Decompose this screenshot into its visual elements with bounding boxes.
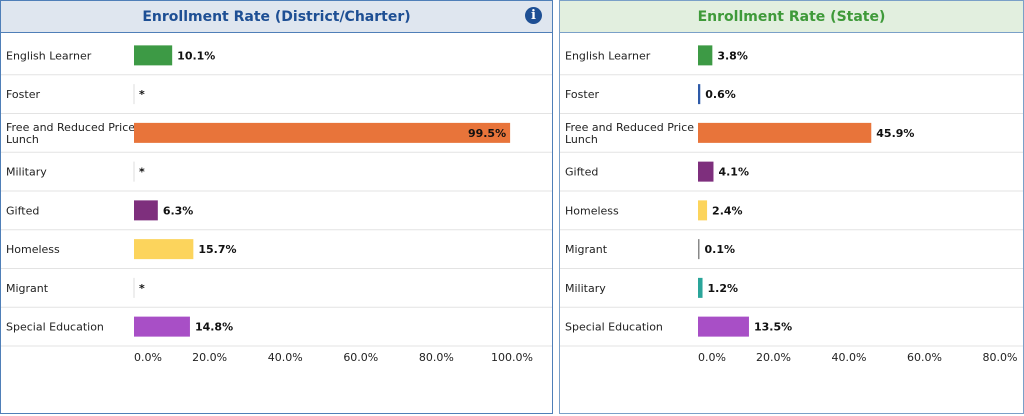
category-label-special-education: Special Education — [6, 321, 104, 334]
bar-english-learner[interactable] — [698, 45, 713, 66]
value-label-migrant: * — [139, 282, 145, 295]
value-label-gifted: 6.3% — [163, 204, 194, 217]
bar-migrant[interactable] — [698, 239, 700, 260]
value-label-gifted: 4.1% — [718, 166, 749, 179]
x-tick-label: 0.0% — [134, 351, 162, 364]
district-chart-title: Enrollment Rate (District/Charter) — [1, 1, 552, 33]
bar-special-education[interactable] — [134, 316, 190, 337]
bar-gifted[interactable] — [698, 161, 714, 182]
category-label-homeless: Homeless — [6, 243, 60, 256]
bar-free-and-reduced-price-lunch[interactable] — [134, 122, 511, 143]
value-label-free-and-reduced-price-lunch: 99.5% — [468, 127, 506, 140]
bar-special-education[interactable] — [698, 316, 749, 337]
category-label-special-education: Special Education — [565, 321, 663, 334]
value-label-english-learner: 3.8% — [717, 49, 748, 62]
x-tick-label: 40.0% — [268, 351, 303, 364]
value-label-foster: 0.6% — [705, 88, 736, 101]
category-label-free-and-reduced-price-lunch: Free and Reduced Price Lunch — [565, 121, 694, 146]
value-label-english-learner: 10.1% — [177, 49, 215, 62]
value-label-military: * — [139, 166, 145, 179]
value-label-special-education: 13.5% — [754, 321, 792, 334]
info-icon[interactable]: i — [525, 7, 542, 24]
x-tick-label: 80.0% — [419, 351, 454, 364]
category-label-english-learner: English Learner — [6, 49, 92, 62]
state-chart-title: Enrollment Rate (State) — [560, 1, 1023, 33]
x-tick-label: 0.0% — [698, 351, 726, 364]
category-label-migrant: Migrant — [565, 243, 608, 256]
category-label-military: Military — [6, 166, 47, 179]
category-label-gifted: Gifted — [565, 166, 598, 179]
category-label-foster: Foster — [6, 88, 40, 101]
value-label-special-education: 14.8% — [195, 321, 233, 334]
x-tick-label: 80.0% — [983, 351, 1018, 364]
bar-foster[interactable] — [698, 84, 701, 105]
value-label-military: 1.2% — [708, 282, 739, 295]
value-label-homeless: 15.7% — [198, 243, 236, 256]
x-tick-label: 40.0% — [832, 351, 867, 364]
value-label-homeless: 2.4% — [712, 204, 743, 217]
state-chart-panel: Enrollment Rate (State) English Learner 3… — [559, 0, 1024, 414]
x-tick-label: 20.0% — [192, 351, 227, 364]
value-label-foster: * — [139, 88, 145, 101]
category-label-english-learner: English Learner — [565, 49, 651, 62]
bar-english-learner[interactable] — [134, 45, 173, 66]
category-label-military: Military — [565, 282, 606, 295]
x-tick-label: 20.0% — [756, 351, 791, 364]
district-chart-panel: Enrollment Rate (District/Charter) i Eng… — [0, 0, 553, 414]
state-bar-chart: English Learner 3.8% Foster 0.6% Free and Re… — [560, 45, 1023, 364]
bar-gifted[interactable] — [134, 200, 158, 221]
x-tick-label: 100.0% — [491, 351, 533, 364]
category-label-homeless: Homeless — [565, 204, 619, 217]
bar-homeless[interactable] — [698, 200, 708, 221]
value-label-free-and-reduced-price-lunch: 45.9% — [876, 127, 914, 140]
x-tick-label: 60.0% — [343, 351, 378, 364]
x-tick-label: 60.0% — [907, 351, 942, 364]
district-bar-chart: English Learner 10.1% Foster * Free and Redu… — [1, 45, 552, 364]
category-label-gifted: Gifted — [6, 204, 39, 217]
category-label-foster: Foster — [565, 88, 599, 101]
bar-free-and-reduced-price-lunch[interactable] — [698, 122, 872, 143]
bar-military[interactable] — [698, 277, 703, 298]
category-label-migrant: Migrant — [6, 282, 49, 295]
value-label-migrant: 0.1% — [705, 243, 736, 256]
bar-homeless[interactable] — [134, 239, 194, 260]
category-label-free-and-reduced-price-lunch: Free and Reduced Price Lunch — [6, 121, 135, 146]
